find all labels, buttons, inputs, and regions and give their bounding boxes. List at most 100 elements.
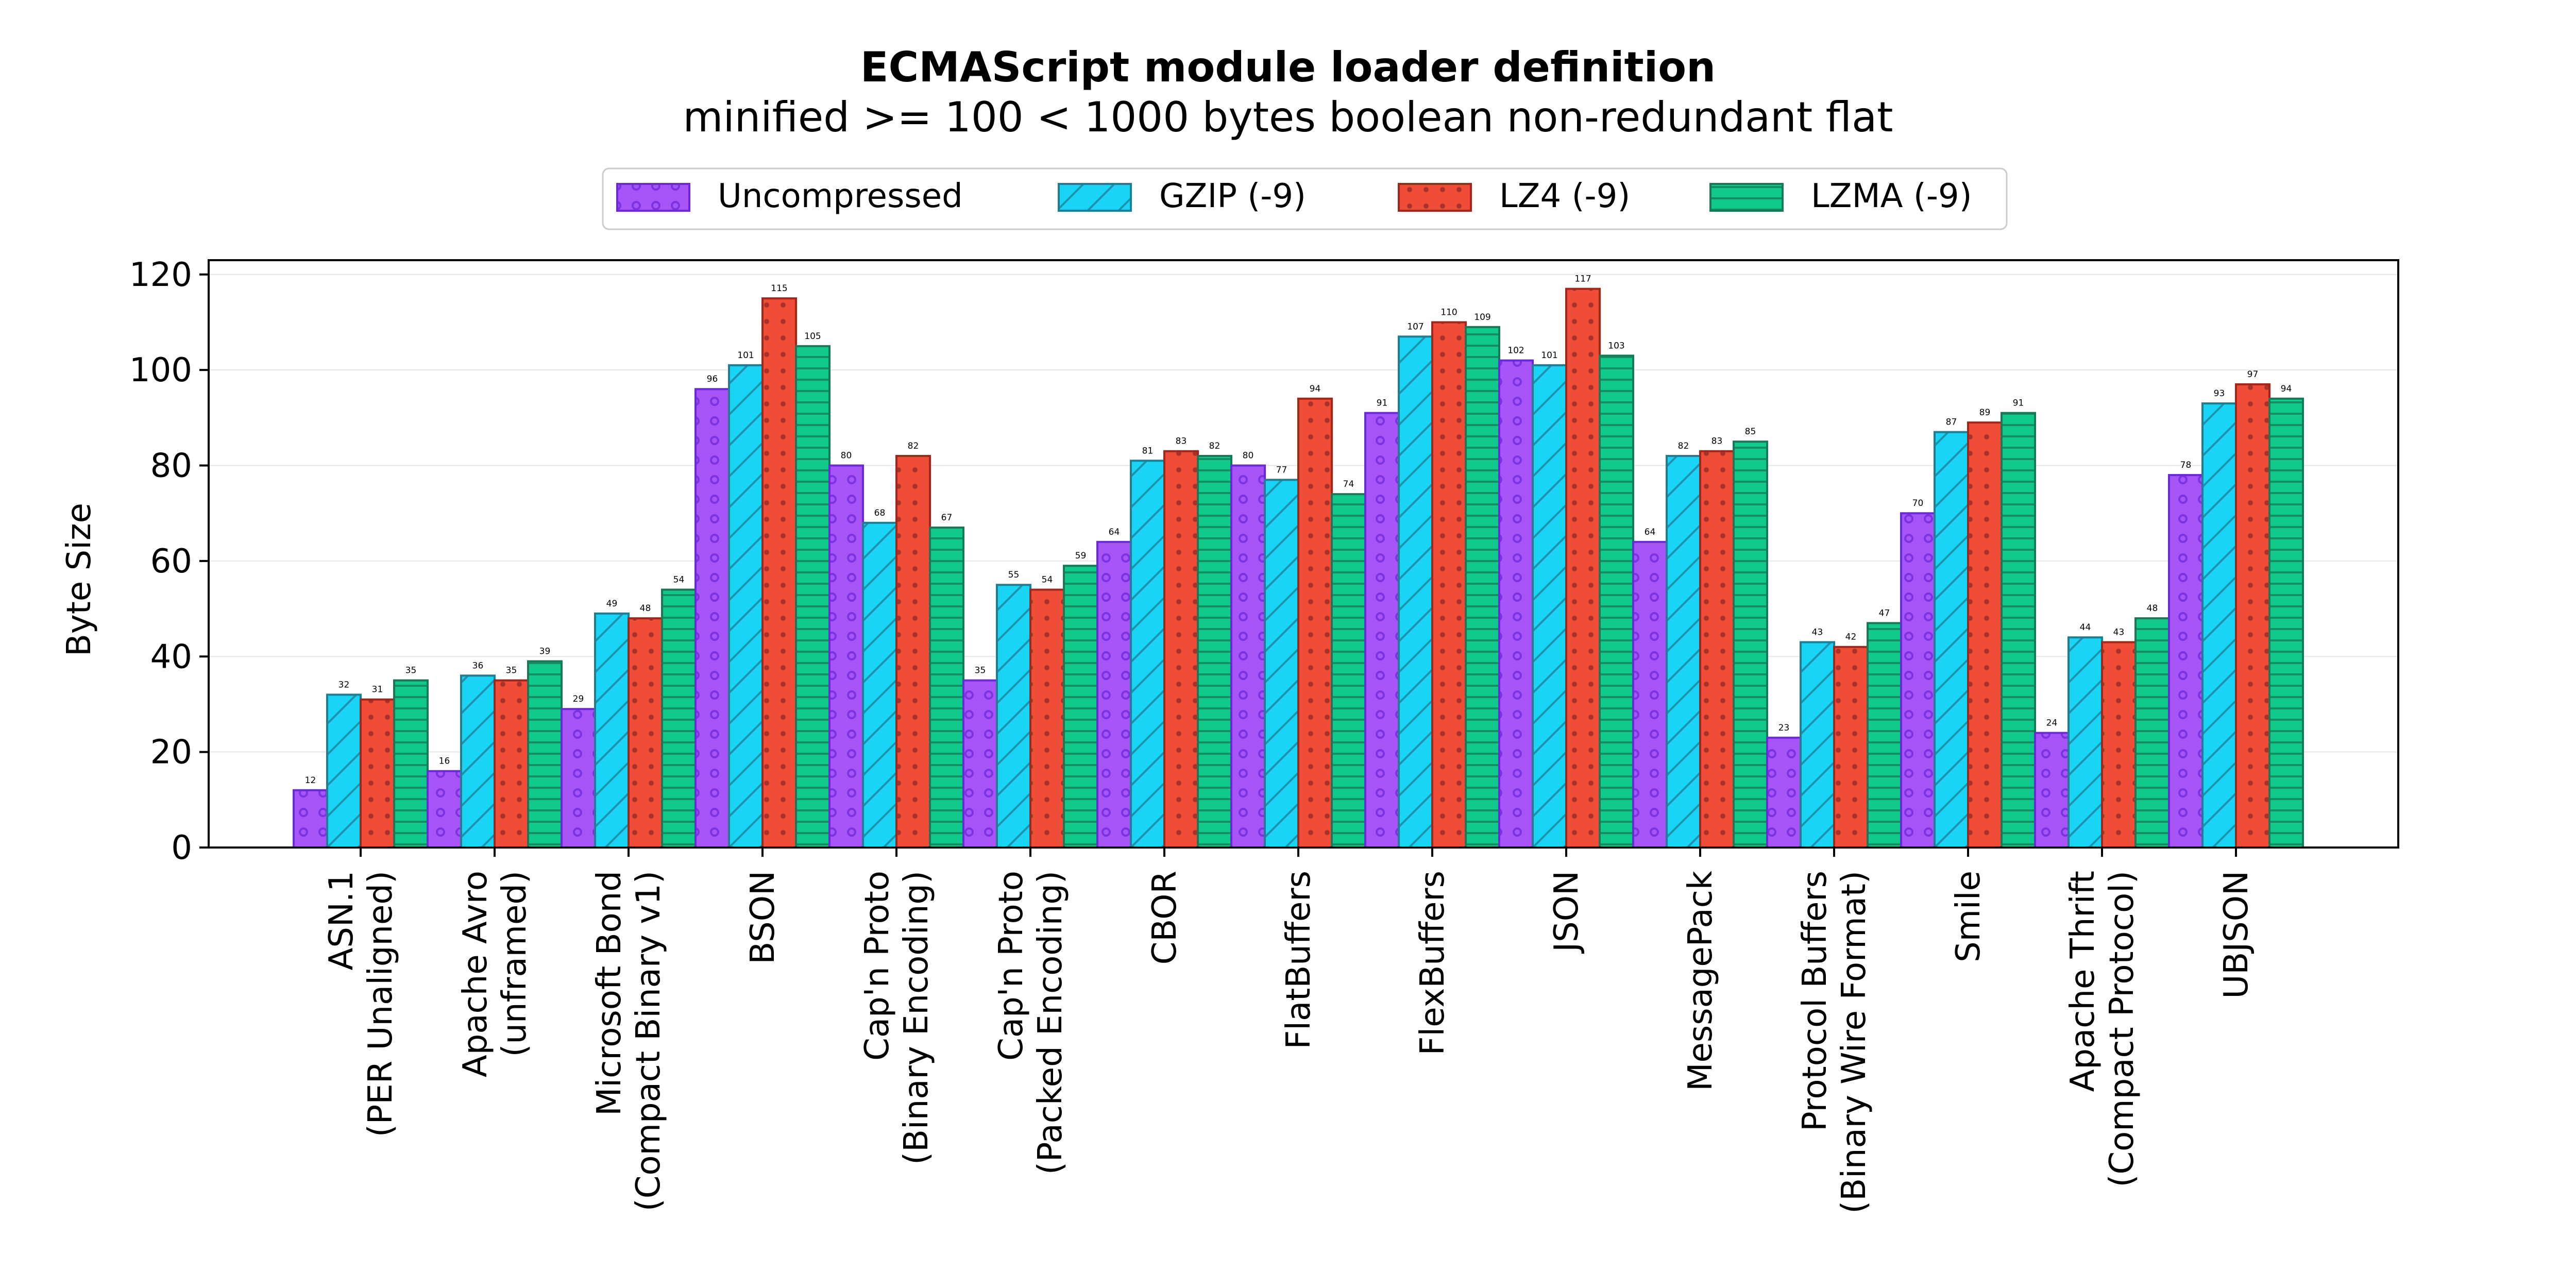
bar-lz4-9--6 [1163,450,1199,849]
y-tick-label: 120 [129,256,192,294]
x-tick-label: (PER Unaligned) [362,871,400,1137]
bar-lzma-9--9 [1599,354,1634,849]
y-tick-label: 20 [150,734,192,772]
bar-uncompressed-0 [293,789,328,849]
x-tick-label: Microsoft Bond [590,871,629,1116]
bar-gzip-9--7 [1264,479,1299,849]
y-tick-label: 40 [150,638,192,676]
bar-lz4-9--3 [761,297,797,849]
bar-uncompressed-5 [962,679,998,849]
legend-frame [602,167,2008,230]
bar-gzip-9--12 [1934,431,1969,849]
data-label: 24 [2046,718,2058,728]
x-tick-label: (Binary Encoding) [897,871,936,1165]
data-label: 59 [1075,551,1087,561]
data-label: 82 [1209,441,1221,451]
data-label: 39 [539,647,551,657]
data-label: 85 [1745,427,1756,437]
bar-lz4-9--9 [1565,287,1601,849]
data-label: 101 [1541,350,1557,361]
bar-uncompressed-1 [427,770,462,849]
bar-uncompressed-13 [2034,732,2070,849]
bar-lzma-9--8 [1465,326,1500,849]
bar-uncompressed-2 [561,708,596,849]
data-label: 91 [1377,398,1388,409]
y-tick-label: 0 [171,829,192,867]
bar-lz4-9--2 [628,617,663,849]
bar-lzma-9--5 [1063,565,1098,849]
bar-lz4-9--12 [1967,421,2003,849]
bar-lz4-9--5 [1029,588,1065,849]
bar-lzma-9--0 [393,679,429,849]
bars [293,287,2304,849]
bar-gzip-9--13 [2067,636,2103,849]
y-tick-label: 100 [129,351,192,389]
data-label: 43 [1812,627,1823,637]
legend-label: LZMA (-9) [1811,177,1972,215]
data-label: 105 [804,331,821,342]
data-label: 55 [1008,570,1020,580]
y-tick-label: 80 [150,447,192,485]
bar-lzma-9--14 [2268,397,2304,849]
x-tick-label: FlatBuffers [1280,871,1318,1049]
data-label: 101 [737,350,754,361]
x-tick-label: ASN.1 [323,871,361,970]
data-label: 31 [372,685,383,695]
data-label: 54 [1042,575,1053,585]
data-label: 82 [908,441,919,451]
bar-lzma-9--10 [1733,440,1768,849]
data-label: 89 [1979,408,1991,418]
data-label: 48 [640,603,651,614]
x-tick-label: Apache Thrift [2064,871,2102,1092]
data-label: 91 [2013,398,2024,409]
data-label: 83 [1176,436,1187,447]
bar-gzip-9--11 [1800,641,1835,849]
bar-uncompressed-6 [1096,540,1132,849]
x-tick-label: Protocol Buffers [1796,871,1834,1131]
bar-lzma-9--3 [795,345,831,849]
bar-lz4-9--13 [2101,641,2137,849]
data-label: 32 [338,680,350,690]
x-tick-label: CBOR [1146,871,1184,964]
x-tick-label: (Compact Binary v1) [630,871,668,1211]
bar-uncompressed-11 [1766,736,1802,849]
bar-lz4-9--7 [1297,397,1333,849]
data-label: 107 [1407,321,1423,332]
bar-gzip-9--14 [2201,402,2237,849]
bar-lzma-9--6 [1197,455,1232,849]
bar-lz4-9--0 [360,698,395,849]
data-label: 80 [841,451,852,461]
bar-lz4-9--14 [2235,383,2270,849]
bar-gzip-9--10 [1666,455,1701,849]
bar-gzip-9--8 [1398,335,1433,849]
x-tick-label: Cap'n Proto [992,871,1030,1061]
data-label: 93 [2214,388,2225,399]
data-label: 103 [1608,341,1624,351]
bar-gzip-9--0 [326,693,362,849]
bar-uncompressed-8 [1364,412,1400,849]
bar-lzma-9--7 [1331,493,1366,849]
x-tick-label: (unframed) [496,871,534,1057]
x-tick-label: Smile [1950,871,1988,962]
bar-lzma-9--12 [2001,412,2036,849]
data-label: 115 [771,283,787,294]
data-label: 97 [2247,369,2259,380]
x-tick-label: UBJSON [2217,871,2256,999]
data-label: 64 [1109,527,1120,537]
legend-item-lz4-9-: LZ4 (-9) [1398,177,1630,215]
legend: Uncompressed GZIP (-9) LZ4 (-9) LZMA (-9) [602,167,2008,230]
chart-title: ECMAScript module loader definition [860,43,1716,91]
bar-lz4-9--10 [1699,450,1735,849]
x-tick-label: Apache Avro [456,871,495,1077]
data-label: 94 [2281,384,2292,394]
data-label: 35 [506,666,517,676]
bar-uncompressed-7 [1230,464,1266,849]
data-label: 87 [1946,417,1957,428]
data-label: 94 [1310,384,1321,394]
plot-frame [208,259,2399,849]
data-label: 109 [1474,312,1490,323]
bar-uncompressed-3 [694,388,730,849]
data-label: 110 [1440,307,1457,317]
x-tick-label: (Compact Protocol) [2103,871,2141,1188]
data-label: 74 [1343,479,1354,489]
